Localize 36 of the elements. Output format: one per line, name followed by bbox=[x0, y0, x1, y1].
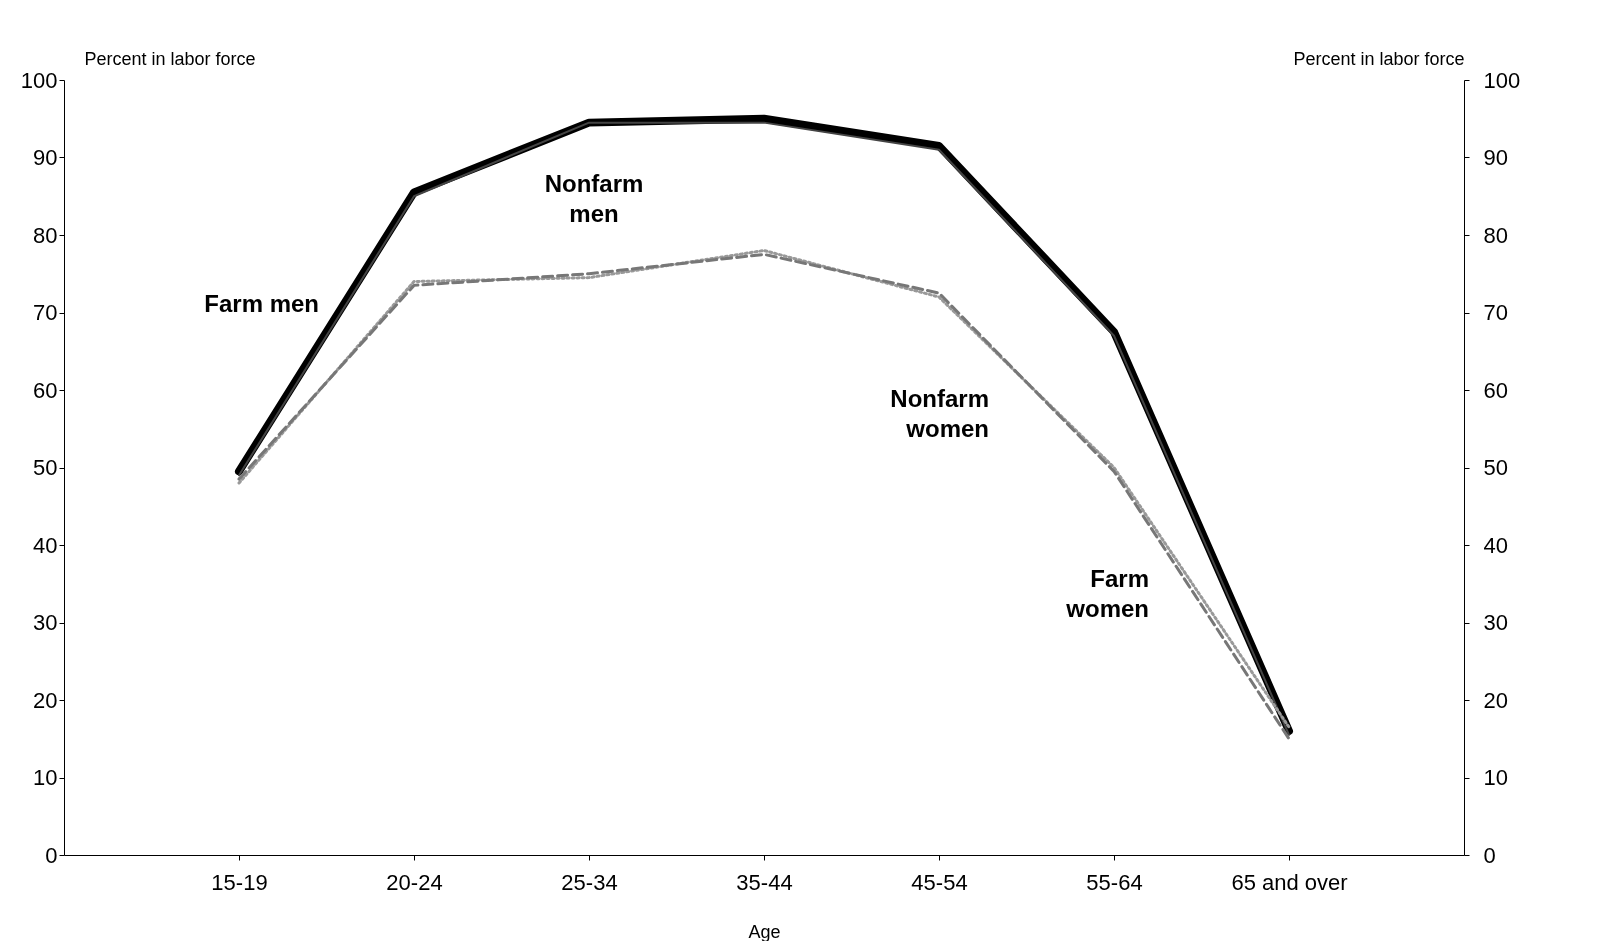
series-label: Nonfarm women bbox=[890, 385, 989, 442]
series-label: Farm men bbox=[204, 290, 319, 317]
x-tick-label: 20-24 bbox=[386, 869, 443, 895]
y-tick-label: 60 bbox=[33, 377, 58, 403]
y2-tick-label: 20 bbox=[1483, 687, 1508, 713]
y2-tick-label: 30 bbox=[1483, 610, 1508, 635]
y2-tick-label: 80 bbox=[1483, 222, 1508, 248]
x-axis-title: Age bbox=[748, 921, 781, 941]
series-label: Farm women bbox=[1065, 565, 1149, 622]
y-tick-label: 80 bbox=[33, 222, 58, 248]
y-tick-label: 10 bbox=[33, 765, 58, 790]
y-tick-label: 100 bbox=[20, 67, 58, 93]
y2-tick-label: 0 bbox=[1483, 842, 1496, 868]
y2-tick-label: 10 bbox=[1483, 765, 1508, 790]
y2-tick-label: 100 bbox=[1483, 67, 1521, 93]
x-tick-label: 65 and over bbox=[1231, 869, 1348, 895]
y2-tick-label: 60 bbox=[1483, 377, 1508, 403]
y-tick-label: 40 bbox=[33, 532, 58, 558]
x-tick-label: 35-44 bbox=[736, 869, 793, 895]
y-tick-label: 30 bbox=[33, 610, 58, 635]
y2-tick-label: 50 bbox=[1483, 455, 1508, 480]
y-tick-label: 90 bbox=[33, 145, 58, 170]
y2-tick-label: 70 bbox=[1483, 300, 1508, 325]
y2-tick-label: 40 bbox=[1483, 532, 1508, 558]
series-label: Nonfarm men bbox=[544, 170, 644, 227]
x-tick-label: 55-64 bbox=[1086, 869, 1143, 895]
y-tick-label: 0 bbox=[45, 842, 58, 868]
y-tick-label: 20 bbox=[33, 687, 58, 713]
y-tick-label: 70 bbox=[33, 300, 58, 325]
x-tick-label: 25-34 bbox=[561, 869, 618, 895]
x-tick-label: 45-54 bbox=[911, 869, 968, 895]
y-tick-label: 50 bbox=[33, 455, 58, 480]
y2-axis-title: Percent in labor force bbox=[1293, 48, 1465, 69]
y-axis-title: Percent in labor force bbox=[84, 48, 256, 69]
x-tick-label: 15-19 bbox=[211, 869, 268, 895]
y2-tick-label: 90 bbox=[1483, 145, 1508, 170]
